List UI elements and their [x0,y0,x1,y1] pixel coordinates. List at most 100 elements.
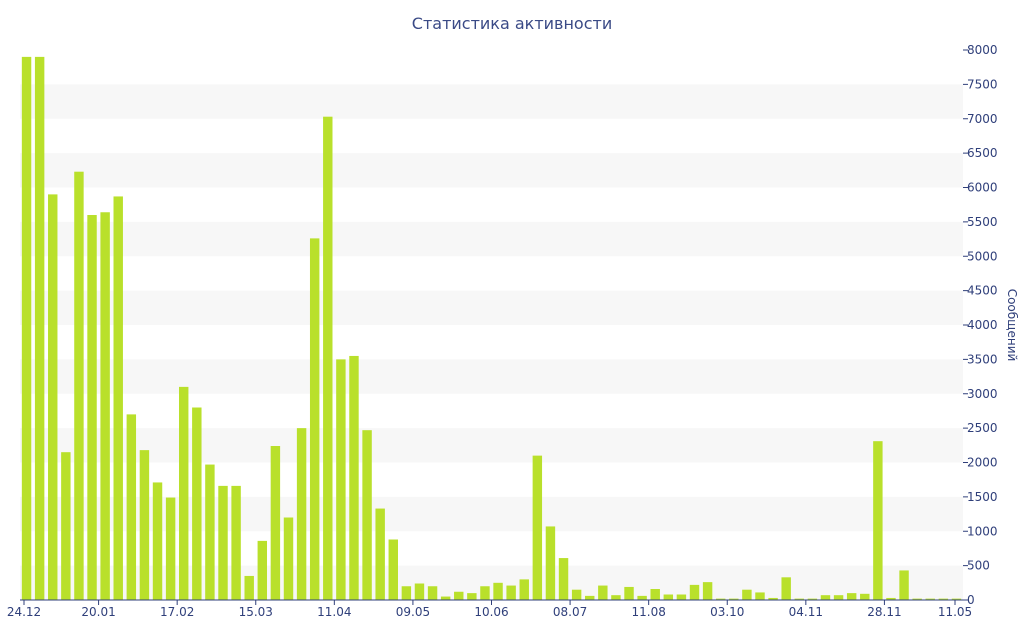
bar[interactable] [179,386,189,601]
x-tick-label: 17.02 [160,605,194,619]
bar[interactable] [558,558,569,600]
bar[interactable] [689,584,700,601]
bar[interactable] [152,482,163,600]
bar[interactable] [34,56,45,601]
y-tick-label: 1000 [967,524,998,538]
x-tick-label: 10.06 [474,605,508,619]
bar[interactable] [336,359,346,601]
x-tick-label: 03.10 [710,605,744,619]
bar[interactable] [519,579,529,601]
y-axis-title: Сообщений [1005,289,1019,362]
bar[interactable] [205,464,215,600]
bar[interactable] [545,526,556,600]
bar[interactable] [532,455,543,601]
bar[interactable] [938,598,949,601]
bar[interactable] [440,596,451,600]
bar[interactable] [388,539,398,601]
grid-band [20,359,963,394]
bar[interactable] [87,215,97,600]
bar[interactable] [100,212,110,600]
x-tick-label: 15.03 [239,605,273,619]
bar[interactable] [820,595,831,600]
y-tick-label: 2000 [967,456,998,470]
bar[interactable] [781,577,791,600]
bar[interactable] [899,570,909,600]
grid-band [20,496,963,532]
bar[interactable] [244,575,254,600]
bar[interactable] [598,585,608,600]
bar[interactable] [467,593,477,601]
bar[interactable] [349,355,359,600]
x-tick-label: 11.08 [631,605,665,619]
y-tick-label: 2500 [967,421,998,435]
bar[interactable] [676,594,687,601]
bar[interactable] [506,585,516,600]
bar[interactable] [401,586,412,600]
chart-title: Статистика активности [411,14,613,33]
bar[interactable] [702,582,713,601]
bar[interactable] [585,595,595,601]
grid-band [20,428,963,463]
bar[interactable] [611,595,621,600]
grid-band [20,153,963,188]
x-tick-label: 08.07 [553,605,587,619]
bar[interactable] [61,452,71,600]
bar[interactable] [74,171,84,600]
bar[interactable] [21,56,32,601]
bar[interactable] [951,598,962,601]
bar[interactable] [571,589,582,600]
bar[interactable] [925,598,935,601]
bar[interactable] [715,598,726,601]
bar[interactable] [270,446,281,600]
bar[interactable] [860,593,870,600]
bar[interactable] [650,589,660,600]
bar[interactable] [846,593,857,601]
bar[interactable] [192,407,202,601]
grid-band [20,565,963,600]
bar[interactable] [755,592,765,600]
bar[interactable] [414,583,425,601]
x-tick-label: 20.01 [81,605,115,619]
bar[interactable] [886,597,896,600]
bar[interactable] [663,594,674,601]
bar[interactable] [126,414,137,601]
y-tick-label: 6500 [967,146,998,160]
y-tick-label: 6000 [967,181,998,195]
bar[interactable] [794,598,804,601]
bar[interactable] [637,595,647,601]
bar[interactable] [912,598,922,601]
bar[interactable] [139,450,150,601]
bar[interactable] [729,598,739,601]
bar[interactable] [768,597,778,600]
bar[interactable] [427,586,438,600]
bar[interactable] [165,497,176,600]
bar[interactable] [873,441,883,600]
bar[interactable] [493,582,503,600]
bar[interactable] [480,586,490,600]
grid-band [20,290,963,325]
bar[interactable] [283,517,294,601]
bar[interactable] [309,238,320,601]
bar[interactable] [48,194,58,601]
bar[interactable] [624,586,634,600]
bar[interactable] [454,591,464,600]
bar[interactable] [323,116,333,600]
x-tick-label: 04.11 [789,605,823,619]
bar[interactable] [231,485,241,601]
x-tick-label: 11.04 [317,605,351,619]
bar[interactable] [807,598,818,601]
y-tick-label: 7000 [967,112,998,126]
y-tick-label: 3500 [967,352,998,366]
bar[interactable] [113,196,123,600]
y-tick-label: 5500 [967,215,998,229]
y-tick-label: 500 [967,559,990,573]
bar[interactable] [362,430,372,600]
bar[interactable] [742,589,752,600]
bar[interactable] [296,428,307,601]
x-tick-label: 28.11 [867,605,901,619]
bar[interactable] [257,540,268,601]
bar[interactable] [218,485,228,601]
bar[interactable] [375,508,385,600]
bar[interactable] [833,595,844,600]
